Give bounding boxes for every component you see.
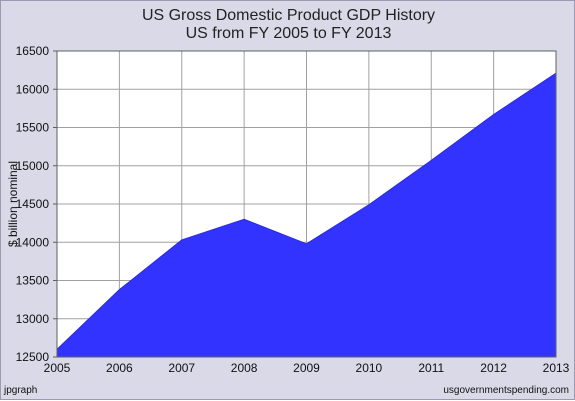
x-tick-label: 2007 <box>168 361 195 375</box>
footer-credit-left: jpgraph <box>4 385 38 396</box>
x-tick-label: 2011 <box>418 361 444 375</box>
y-tick-label: 14000 <box>16 235 50 249</box>
y-axis-ticks: 12500 13000 13500 14000 14500 15000 15500 16000… <box>16 44 57 364</box>
chart-subtitle: US from FY 2005 to FY 2013 <box>185 25 392 42</box>
y-tick-label: 16500 <box>16 44 50 58</box>
y-tick-label: 15000 <box>16 159 50 173</box>
y-tick-label: 12500 <box>16 350 50 364</box>
y-tick-label: 15500 <box>16 121 50 135</box>
x-tick-label: 2009 <box>293 361 320 375</box>
x-tick-label: 2008 <box>231 361 258 375</box>
x-tick-label: 2006 <box>106 361 133 375</box>
footer-credit-right: usgovernmentspending.com <box>443 385 569 396</box>
y-tick-label: 13500 <box>16 274 50 288</box>
x-tick-label: 2010 <box>356 361 383 375</box>
chart-title: US Gross Domestic Product GDP History <box>141 7 436 24</box>
y-tick-label: 14500 <box>16 197 50 211</box>
y-axis-label: $ billion nominal <box>6 161 20 247</box>
x-tick-label: 2005 <box>44 361 71 375</box>
x-axis-ticks: 2005 2006 2007 2008 2009 2010 2011 2012 2013 <box>44 361 570 375</box>
y-tick-label: 13000 <box>16 312 50 326</box>
x-tick-label: 2013 <box>543 361 570 375</box>
y-tick-label: 16000 <box>16 82 50 96</box>
x-tick-label: 2012 <box>480 361 507 375</box>
plot-border <box>56 50 557 358</box>
